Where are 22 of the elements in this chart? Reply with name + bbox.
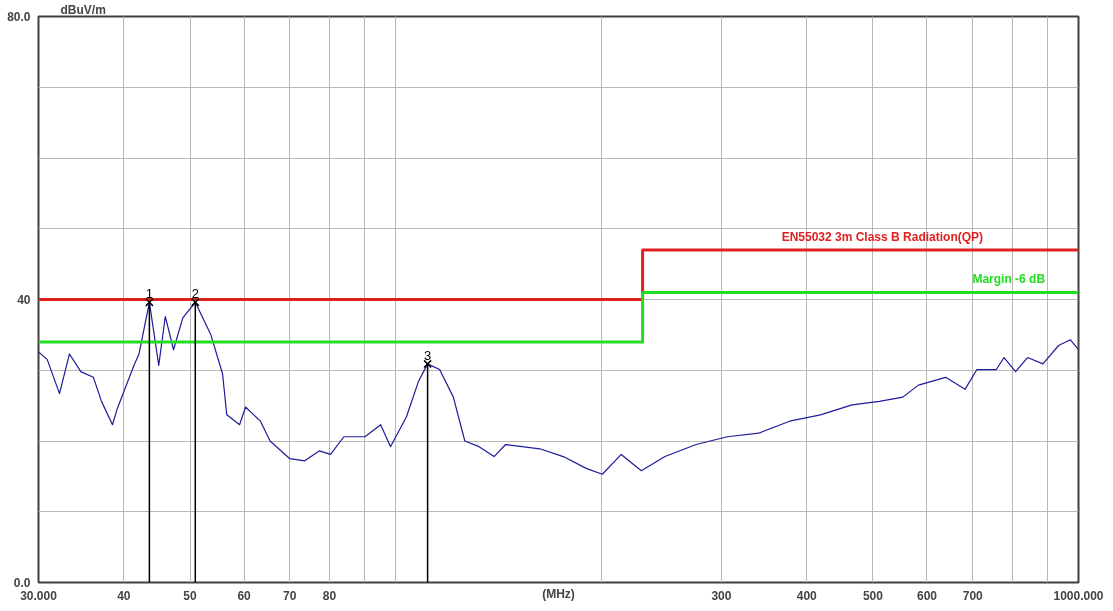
x-tick-label: 400: [796, 588, 818, 603]
x-tick-label: 500: [862, 588, 884, 603]
x-axis-title: (MHz): [542, 586, 575, 601]
x-tick-label: 30.000: [20, 588, 58, 603]
y-tick-label: 40: [17, 293, 31, 307]
y-tick-label: 80.0: [7, 10, 31, 24]
series-label: Margin -6 dB: [972, 272, 1046, 287]
x-tick-label: 50: [183, 588, 197, 603]
annotation: 2: [191, 286, 199, 302]
y-axis-title: dBuV/m: [60, 2, 106, 17]
x-tick-label: 600: [916, 588, 938, 603]
annotation: 3: [423, 347, 432, 363]
x-tick-label: 300: [711, 588, 732, 603]
y-tick-label: 0.0: [13, 576, 31, 590]
x-tick-label: 1000.000: [1053, 588, 1104, 603]
x-tick-label: 700: [962, 588, 984, 603]
series-label: EN55032 3m Class B Radiation(QP): [781, 229, 984, 244]
annotation: 1: [145, 286, 153, 302]
x-tick-label: 60: [237, 588, 252, 603]
x-tick-label: 40: [117, 588, 131, 603]
x-tick-label: 80: [322, 588, 337, 603]
x-tick-label: 70: [283, 588, 297, 603]
